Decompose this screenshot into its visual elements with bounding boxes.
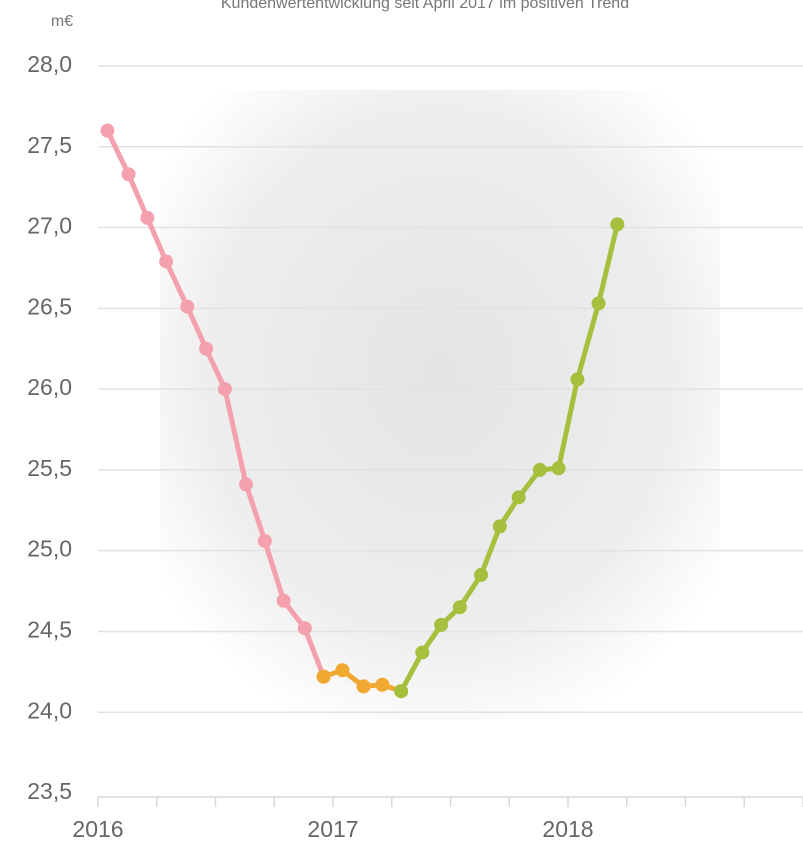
y-tick-label: 24,0 xyxy=(27,697,72,723)
data-point xyxy=(199,341,214,356)
data-point xyxy=(276,593,291,608)
data-point xyxy=(570,372,585,387)
y-unit: m€ xyxy=(51,13,73,30)
data-point xyxy=(452,600,467,615)
data-point xyxy=(335,663,350,678)
y-tick-label: 27,5 xyxy=(27,132,72,158)
data-point xyxy=(474,567,489,582)
data-point xyxy=(297,621,312,636)
data-point xyxy=(375,677,390,692)
x-tick-label: 2018 xyxy=(542,816,593,842)
y-tick-label: 23,5 xyxy=(27,778,72,804)
chart-title: Kundenwertentwicklung seit April 2017 im… xyxy=(221,0,629,12)
data-point xyxy=(511,490,526,505)
x-tick-label: 2017 xyxy=(307,816,358,842)
data-point xyxy=(180,299,195,314)
data-point xyxy=(610,217,625,232)
data-point xyxy=(239,477,254,492)
y-tick-label: 25,0 xyxy=(27,536,72,562)
data-point xyxy=(532,462,547,477)
data-point xyxy=(100,123,115,138)
data-point xyxy=(492,519,507,534)
y-tick-label: 25,5 xyxy=(27,455,72,481)
data-point xyxy=(415,645,430,660)
data-point xyxy=(316,669,331,684)
y-tick-label: 24,5 xyxy=(27,617,72,643)
y-tick-label: 26,5 xyxy=(27,293,72,319)
data-point xyxy=(591,296,606,311)
data-point xyxy=(394,684,409,699)
x-tick-label: 2016 xyxy=(72,816,123,842)
background-photo xyxy=(160,90,720,720)
data-point xyxy=(434,617,449,632)
data-point xyxy=(356,679,371,694)
y-tick-label: 26,0 xyxy=(27,374,72,400)
data-point xyxy=(140,210,155,225)
data-point xyxy=(217,382,232,397)
data-point xyxy=(257,533,272,548)
y-tick-label: 27,0 xyxy=(27,213,72,239)
y-tick-label: 28,0 xyxy=(27,51,72,77)
data-point xyxy=(159,254,174,269)
data-point xyxy=(551,461,566,476)
data-point xyxy=(121,167,136,182)
